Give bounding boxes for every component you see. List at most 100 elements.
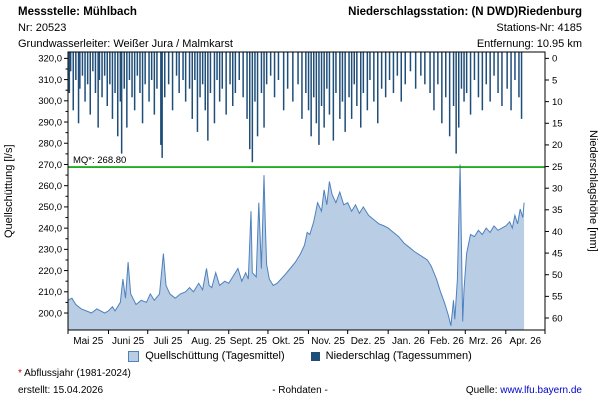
precip-station-title: Niederschlagsstation: (N DWD)Riedenburg <box>348 6 582 18</box>
precip-bar <box>141 52 144 124</box>
precip-bar <box>366 52 369 111</box>
left-tick-label: 230,0 <box>38 245 62 256</box>
left-axis: 200,0 210,0 220,0 230,0 240,0 250,0 260,0 270,0… <box>38 54 68 319</box>
precip-bar <box>114 52 116 93</box>
precip-bar <box>167 52 170 85</box>
precip-bar <box>297 52 299 85</box>
precip-bar <box>256 52 259 137</box>
precip-bar <box>188 52 191 89</box>
left-tick-label: 280,0 <box>38 139 62 150</box>
right-tick-label: 55 <box>552 292 563 303</box>
month-label: Apr. 26 <box>510 336 542 347</box>
precip-bar <box>313 52 315 98</box>
discharge-line <box>67 164 525 326</box>
month-label: Juli 25 <box>154 336 183 347</box>
left-tick-label: 290,0 <box>38 117 62 128</box>
precip-bar <box>339 52 341 119</box>
precip-bar <box>246 52 248 119</box>
precip-bar <box>191 52 193 119</box>
x-axis: Mai 25 Juni 25 Juli 25 Aug. 25 Sept. 25 Okt. … <box>67 330 546 347</box>
precip-bar <box>388 52 391 80</box>
precip-bar <box>420 52 422 76</box>
month-label: Nov. 25 <box>311 336 345 347</box>
precip-bar <box>72 52 74 111</box>
precip-bar <box>119 52 122 102</box>
discharge-area <box>68 164 525 330</box>
precip-bar <box>362 52 365 93</box>
month-label: Aug. 25 <box>191 336 226 347</box>
left-tick-label: 310,0 <box>38 75 62 86</box>
month-label: Mrz. 26 <box>469 336 503 347</box>
left-tick-label: 320,0 <box>38 54 62 65</box>
precip-bar <box>204 52 206 111</box>
precip-bar <box>437 52 439 85</box>
precip-bar <box>225 52 227 115</box>
right-tick-label: 20 <box>552 140 563 151</box>
precip-bar <box>400 52 402 102</box>
precip-bar <box>201 52 204 85</box>
precip-bar <box>77 52 80 124</box>
precip-bar <box>341 52 344 102</box>
precip-bar <box>380 52 383 89</box>
precip-bar <box>97 52 99 128</box>
precip-bar <box>350 52 353 119</box>
right-axis: 0 5 10 15 20 25 30 35 40 45 50 55 60 <box>545 54 563 324</box>
right-tick-label: 5 <box>552 75 557 86</box>
precip-bar <box>218 52 221 102</box>
precip-bar <box>510 52 512 111</box>
month-label: Dez. 25 <box>351 336 386 347</box>
precip-bar <box>369 52 371 80</box>
legend-precip-label: Niederschlag (Tagessummen) <box>325 350 472 362</box>
precip-bar <box>131 52 133 98</box>
right-tick-label: 10 <box>552 97 563 108</box>
precip-bar <box>81 52 84 76</box>
legend-item-discharge: Quellschüttung (Tagesmittel) <box>128 350 285 362</box>
station-number: Nr: 20523 <box>18 22 67 34</box>
month-label: Feb. 26 <box>430 336 464 347</box>
mq-label: MQ*: 268.80 <box>73 155 126 166</box>
precip-bar <box>445 52 447 98</box>
legend-item-precip: Niederschlag (Tagessummen) <box>310 350 472 362</box>
precip-bar <box>238 52 240 80</box>
precip-bar <box>473 52 476 80</box>
precip-swatch-icon <box>310 351 320 361</box>
precip-bar <box>318 52 320 145</box>
precip-bar <box>171 52 174 111</box>
precip-bar <box>79 52 81 89</box>
precip-bar <box>269 52 272 76</box>
precip-bar <box>493 52 495 76</box>
precip-bar <box>332 52 335 141</box>
month-label: Mai 25 <box>73 336 103 347</box>
precip-bar <box>404 52 406 85</box>
precip-bar <box>301 52 303 119</box>
precip-bar <box>148 52 150 102</box>
right-tick-label: 0 <box>552 54 557 65</box>
precip-bar <box>153 52 156 115</box>
source-line: Quelle: www.lfu.bayern.de <box>466 385 582 396</box>
precip-bar <box>335 52 337 93</box>
source-link[interactable]: www.lfu.bayern.de <box>500 385 582 396</box>
precip-bar <box>315 52 318 124</box>
precip-bar <box>506 52 508 89</box>
precip-bar <box>229 52 231 85</box>
precip-bar <box>136 52 139 76</box>
precip-bar <box>455 52 457 154</box>
precip-bar <box>286 52 289 89</box>
left-tick-label: 200,0 <box>38 308 62 319</box>
left-tick-label: 210,0 <box>38 287 62 298</box>
precip-bar <box>144 52 146 85</box>
footnote-text: Abflussjahr (1981-2024) <box>21 368 131 379</box>
precip-bar <box>98 52 101 80</box>
precip-bar <box>207 52 209 141</box>
precip-bar <box>232 52 234 106</box>
left-tick-label: 220,0 <box>38 266 62 277</box>
precip-bar <box>373 52 375 102</box>
plot-frame <box>67 51 546 331</box>
precip-bar <box>452 52 455 106</box>
precip-bar <box>242 52 244 98</box>
precip-bar <box>156 52 158 89</box>
precip-bar <box>441 52 443 124</box>
precip-bar <box>175 52 178 76</box>
precip-bar <box>150 52 153 80</box>
precip-bar <box>260 52 263 93</box>
